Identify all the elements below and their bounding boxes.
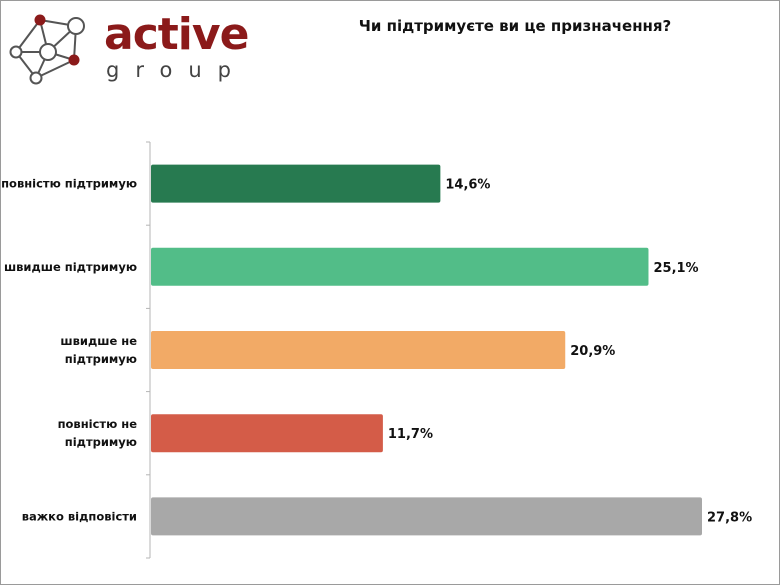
- category-label: підтримую: [65, 435, 137, 449]
- data-label: 25,1%: [653, 261, 698, 276]
- bar: [151, 331, 566, 369]
- bar: [151, 497, 702, 536]
- category-label: повністю підтримую: [1, 177, 137, 191]
- chart-title: Чи підтримуєте ви це призначення?: [358, 17, 672, 35]
- data-label: 27,8%: [707, 510, 752, 525]
- bar: [151, 414, 383, 453]
- logo-subword: group: [106, 58, 247, 82]
- logo-wordmark: active: [104, 9, 249, 60]
- data-label: 20,9%: [570, 344, 615, 359]
- category-label: швидше підтримую: [4, 260, 137, 274]
- data-label: 14,6%: [445, 178, 490, 193]
- category-label: важко відповісти: [22, 509, 137, 523]
- category-label: повністю не: [58, 417, 138, 431]
- logo: active group: [6, 8, 249, 86]
- category-label: швидше не: [60, 334, 137, 348]
- data-label: 11,7%: [388, 427, 433, 442]
- bar: [151, 164, 441, 203]
- bar: [151, 247, 649, 286]
- network-logo-icon: [9, 14, 85, 85]
- category-label: підтримую: [65, 352, 137, 366]
